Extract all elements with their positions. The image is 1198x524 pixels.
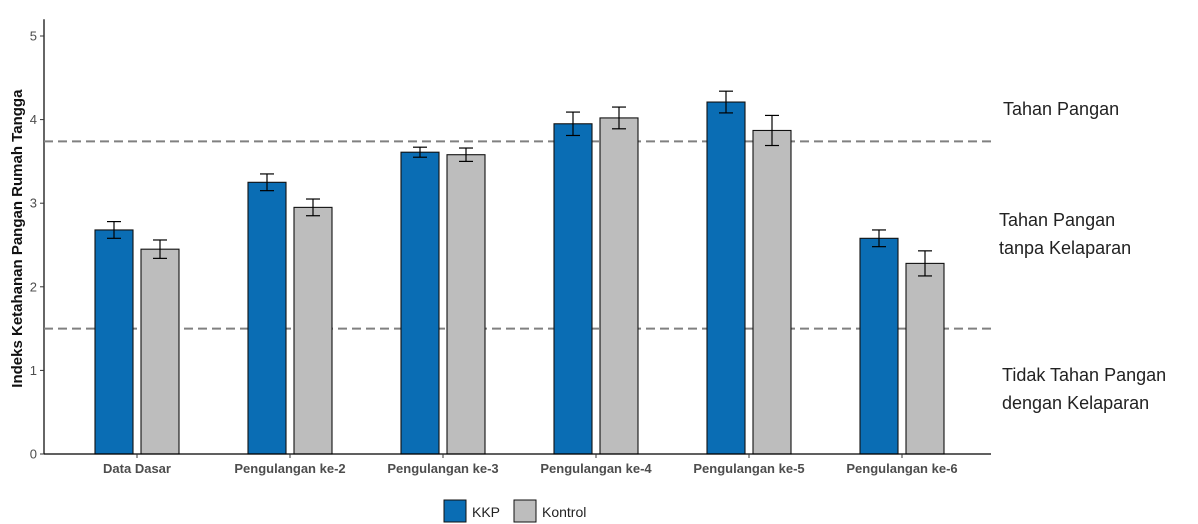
- bar: [599, 117, 639, 455]
- y-axis: 0 1 2 3 4 5: [30, 19, 45, 462]
- zone-label-food-insecure-hunger: Tidak Tahan Pangan dengan Kelaparan: [1002, 361, 1166, 417]
- y-tick-label: 2: [30, 279, 37, 294]
- y-tick-label: 0: [30, 447, 37, 462]
- bar: [94, 229, 134, 455]
- bar: [400, 151, 440, 455]
- zone-label-food-secure: Tahan Pangan: [1003, 95, 1119, 123]
- bar: [905, 262, 945, 455]
- legend-swatch: [443, 499, 467, 523]
- error-bar: [918, 250, 932, 277]
- y-tick-label: 4: [30, 112, 37, 127]
- legend: KKP Kontrol: [443, 499, 586, 523]
- bar: [553, 123, 593, 455]
- zone-label-line: Tidak Tahan Pangan: [1002, 365, 1167, 385]
- x-tick-label: Pengulangan ke-2: [234, 461, 345, 476]
- zone-label-food-secure-no-hunger: Tahan Pangan tanpa Kelaparan: [999, 206, 1131, 262]
- error-bar: [872, 229, 886, 248]
- error-bar: [459, 147, 473, 162]
- zone-label-line: tanpa Kelaparan: [999, 238, 1132, 258]
- x-tick-label: Pengulangan ke-3: [387, 461, 498, 476]
- zone-label-line: Tahan Pangan: [1003, 99, 1120, 119]
- error-bar: [566, 111, 580, 137]
- error-bar: [306, 198, 320, 217]
- error-bar: [153, 239, 167, 259]
- x-tick-label: Pengulangan ke-4: [540, 461, 652, 476]
- bar: [293, 206, 333, 455]
- zone-label-line: Tahan Pangan: [999, 210, 1116, 230]
- bar: [752, 129, 792, 455]
- legend-swatch: [513, 499, 537, 523]
- error-bar: [413, 146, 427, 158]
- legend-label: KKP: [472, 504, 500, 520]
- bars: [94, 90, 945, 455]
- x-tick-label: Data Dasar: [103, 461, 171, 476]
- bar: [140, 248, 180, 455]
- error-bar: [260, 173, 274, 192]
- x-tick-label: Pengulangan ke-6: [846, 461, 957, 476]
- y-tick-label: 1: [30, 363, 37, 378]
- x-tick-label: Pengulangan ke-5: [693, 461, 804, 476]
- bar: [859, 237, 899, 455]
- legend-label: Kontrol: [542, 504, 586, 520]
- error-bar: [719, 90, 733, 114]
- y-tick-label: 3: [30, 196, 37, 211]
- zone-label-line: dengan Kelaparan: [1002, 393, 1150, 413]
- y-tick-label: 5: [30, 29, 37, 44]
- error-bar: [612, 106, 626, 130]
- bar: [706, 101, 746, 455]
- error-bar: [765, 114, 779, 147]
- x-axis: Data Dasar Pengulangan ke-2 Pengulangan ke…: [44, 453, 991, 476]
- bar: [247, 181, 287, 455]
- error-bar: [107, 220, 121, 239]
- bar: [446, 154, 486, 455]
- y-axis-label-group: Indeks Ketahanan Pangan Rumah Tangga: [9, 89, 26, 388]
- threshold-lines: [44, 140, 991, 330]
- y-axis-label: Indeks Ketahanan Pangan Rumah Tangga: [9, 89, 26, 388]
